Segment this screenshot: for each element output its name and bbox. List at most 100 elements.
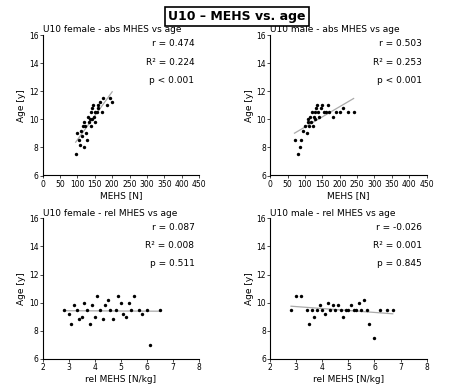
Point <box>376 307 383 313</box>
Point <box>311 116 319 122</box>
Point <box>122 314 130 320</box>
Point <box>89 102 97 108</box>
Point <box>109 316 117 323</box>
Point <box>287 307 295 313</box>
Point <box>324 102 331 108</box>
Point <box>93 292 101 299</box>
Text: r = 0.474: r = 0.474 <box>152 39 194 48</box>
Point <box>324 300 331 306</box>
Point <box>88 109 95 115</box>
Text: p < 0.001: p < 0.001 <box>149 76 194 85</box>
Point <box>130 292 137 299</box>
Y-axis label: Age [y]: Age [y] <box>17 89 26 122</box>
Point <box>309 123 316 129</box>
Text: U10 – MEHS vs. age: U10 – MEHS vs. age <box>168 10 306 23</box>
Point <box>94 105 102 111</box>
Point <box>109 99 116 106</box>
Point <box>332 109 340 115</box>
Point <box>305 321 313 327</box>
Point <box>146 342 153 348</box>
Point <box>107 95 114 101</box>
Point <box>298 137 305 144</box>
Point <box>365 321 373 327</box>
Text: r = 0.087: r = 0.087 <box>152 223 194 232</box>
Point <box>326 307 334 313</box>
Point <box>294 151 302 158</box>
Text: p = 0.845: p = 0.845 <box>377 259 422 268</box>
Point <box>104 297 112 303</box>
Point <box>321 311 328 317</box>
Point <box>91 109 99 115</box>
Point <box>81 123 89 129</box>
Point <box>117 300 125 306</box>
Point <box>73 130 81 136</box>
Point <box>96 307 104 313</box>
Point <box>82 130 90 136</box>
Point <box>313 102 321 108</box>
Point <box>94 102 101 108</box>
Point <box>76 142 84 148</box>
Text: p = 0.511: p = 0.511 <box>149 259 194 268</box>
Y-axis label: Age [y]: Age [y] <box>17 272 26 305</box>
Point <box>70 302 78 308</box>
Point <box>308 119 315 125</box>
Point <box>371 335 378 341</box>
Point <box>345 109 352 115</box>
Point <box>136 307 143 313</box>
Point <box>80 144 88 151</box>
Point <box>125 300 132 306</box>
Point <box>296 144 303 151</box>
X-axis label: rel MEHS [N/kg]: rel MEHS [N/kg] <box>313 375 384 384</box>
Point <box>138 311 146 317</box>
Point <box>87 123 94 129</box>
Point <box>316 302 323 308</box>
Point <box>315 113 323 120</box>
X-axis label: rel MEHS [N/kg]: rel MEHS [N/kg] <box>85 375 156 384</box>
Point <box>345 307 352 313</box>
Point <box>310 113 318 120</box>
Point <box>91 113 98 120</box>
Point <box>81 119 88 125</box>
Point <box>143 307 151 313</box>
Point <box>91 314 99 320</box>
Point <box>60 307 67 313</box>
Point <box>107 307 114 313</box>
Point <box>72 151 80 158</box>
Point <box>83 307 91 313</box>
Text: U10 male - abs MHES vs age: U10 male - abs MHES vs age <box>270 25 400 34</box>
Point <box>103 102 111 108</box>
Point <box>99 316 106 323</box>
Point <box>329 113 337 120</box>
Point <box>298 292 305 299</box>
Point <box>319 307 326 313</box>
Point <box>81 300 88 306</box>
Point <box>350 307 357 313</box>
Point <box>355 300 363 306</box>
Point <box>331 307 339 313</box>
Point <box>319 102 326 108</box>
Point <box>305 116 312 122</box>
Point <box>291 137 298 144</box>
Point <box>101 302 109 308</box>
Point <box>311 109 319 115</box>
Point <box>301 123 309 129</box>
Point <box>336 109 344 115</box>
Point <box>73 307 80 313</box>
Point <box>93 109 100 115</box>
Point <box>86 116 93 122</box>
Point <box>85 119 92 125</box>
Point <box>347 302 355 308</box>
Point <box>320 109 328 115</box>
Point <box>352 307 360 313</box>
Point <box>312 105 320 111</box>
Point <box>339 314 347 320</box>
Point <box>304 119 311 125</box>
Point <box>308 109 316 115</box>
Y-axis label: Age [y]: Age [y] <box>245 272 254 305</box>
Point <box>322 109 329 115</box>
Point <box>389 307 396 313</box>
Point <box>78 133 85 139</box>
Point <box>360 297 368 303</box>
Point <box>78 314 85 320</box>
Point <box>308 307 316 313</box>
